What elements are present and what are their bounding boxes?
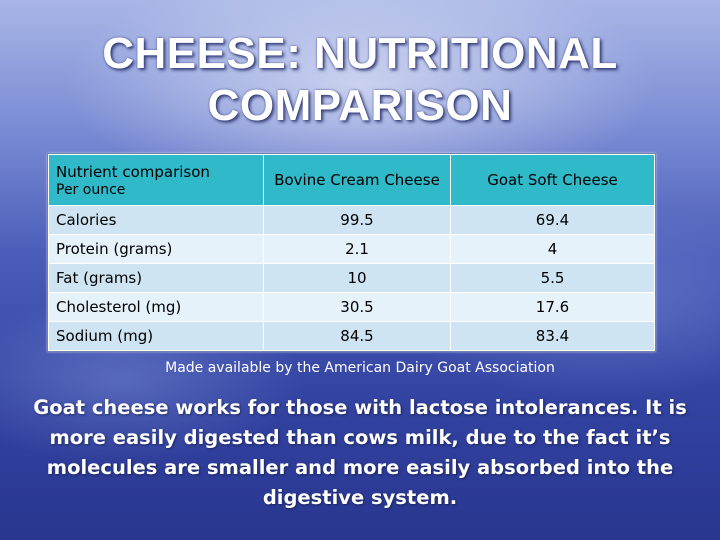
table-row: Protein (grams) 2.1 4 <box>48 234 655 264</box>
header-per-ounce-label: Per ounce <box>56 182 126 198</box>
slide-title-line-2: COMPARISON <box>207 81 513 130</box>
row-goat-cell: 17.6 <box>450 292 655 322</box>
row-nutrient-cell: Sodium (mg) <box>48 321 264 351</box>
table-header-row: Nutrient comparison Per ounce Bovine Cre… <box>48 154 655 206</box>
header-goat-cell: Goat Soft Cheese <box>450 154 655 206</box>
row-goat-cell: 83.4 <box>450 321 655 351</box>
row-nutrient-cell: Cholesterol (mg) <box>48 292 264 322</box>
row-bovine-cell: 99.5 <box>263 205 451 235</box>
header-nutrient-label: Nutrient comparison <box>56 163 210 181</box>
nutrition-table: Nutrient comparison Per ounce Bovine Cre… <box>47 153 656 352</box>
row-nutrient-cell: Calories <box>48 205 264 235</box>
row-goat-cell: 4 <box>450 234 655 264</box>
source-credit: Made available by the American Dairy Goa… <box>165 360 555 376</box>
row-goat-cell: 69.4 <box>450 205 655 235</box>
row-nutrient-cell: Protein (grams) <box>48 234 264 264</box>
slide-title-line-1: CHEESE: NUTRITIONAL <box>102 29 618 78</box>
table-row: Sodium (mg) 84.5 83.4 <box>48 321 655 351</box>
row-bovine-cell: 30.5 <box>263 292 451 322</box>
table-row: Cholesterol (mg) 30.5 17.6 <box>48 292 655 322</box>
row-bovine-cell: 2.1 <box>263 234 451 264</box>
row-bovine-cell: 10 <box>263 263 451 293</box>
row-nutrient-cell: Fat (grams) <box>48 263 264 293</box>
slide-title: CHEESE: NUTRITIONAL COMPARISON <box>0 28 720 132</box>
row-goat-cell: 5.5 <box>450 263 655 293</box>
table-row: Calories 99.5 69.4 <box>48 205 655 235</box>
row-bovine-cell: 84.5 <box>263 321 451 351</box>
header-bovine-cell: Bovine Cream Cheese <box>263 154 451 206</box>
body-paragraph: Goat cheese works for those with lactose… <box>33 396 687 509</box>
header-nutrient-cell: Nutrient comparison Per ounce <box>48 154 264 206</box>
table-row: Fat (grams) 10 5.5 <box>48 263 655 293</box>
